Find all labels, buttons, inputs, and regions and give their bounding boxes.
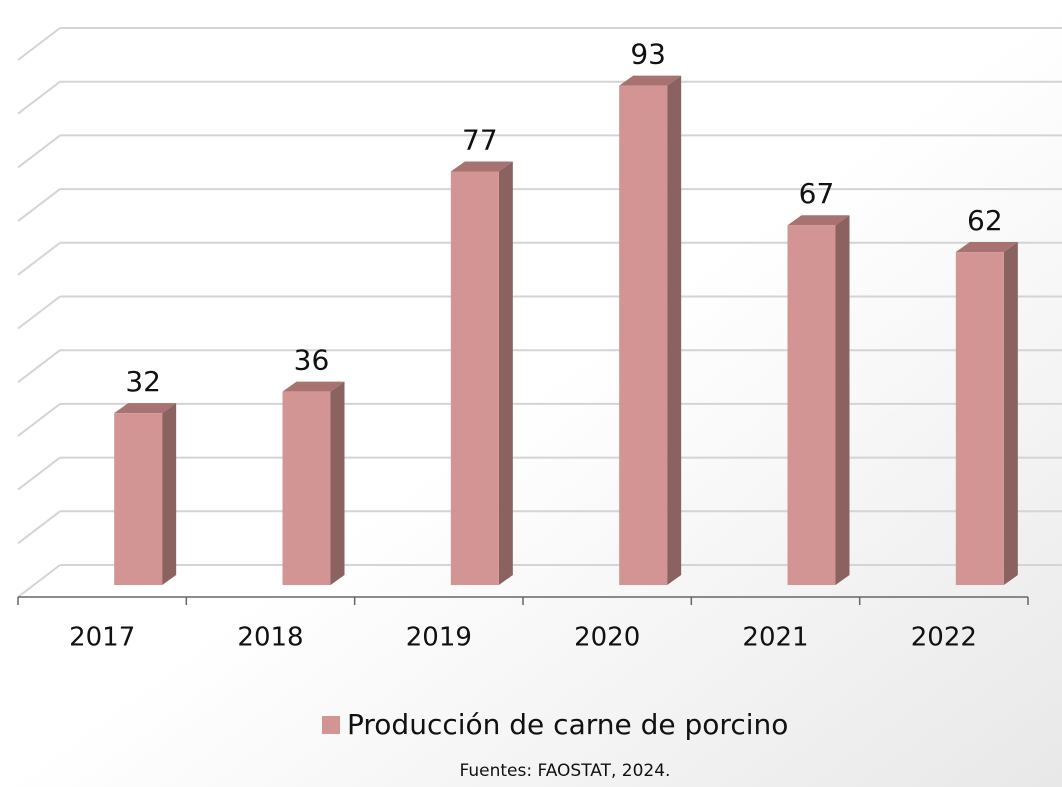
x-tick-label: 2019 [406, 623, 472, 653]
x-tick-label: 2018 [237, 623, 303, 653]
data-label: 36 [294, 344, 330, 377]
grid-line [17, 510, 61, 545]
grid-line [17, 134, 61, 169]
data-label: 67 [799, 177, 835, 210]
data-label: 32 [125, 365, 161, 398]
grid-line [17, 295, 61, 330]
bar [787, 225, 836, 585]
grid-line [17, 564, 61, 598]
x-tick-label: 2017 [69, 623, 135, 653]
bar [282, 391, 331, 585]
data-label: 62 [967, 204, 1003, 237]
bar-top [282, 381, 345, 392]
bar-top [955, 242, 1018, 253]
grid-line [17, 80, 61, 115]
legend-label: Producción de carne de porcino [347, 708, 788, 741]
bar-side [162, 403, 177, 585]
bar-side [1003, 242, 1018, 585]
bar [619, 85, 668, 585]
bar-top [787, 215, 850, 226]
bar-side [835, 215, 850, 585]
grid-line [17, 403, 61, 437]
bar [114, 413, 163, 585]
bar-side [667, 75, 682, 585]
grid-line [17, 456, 61, 491]
grid-line [17, 242, 61, 276]
bar-side [330, 381, 345, 585]
legend-swatch [322, 716, 340, 734]
x-tick-label: 2020 [574, 623, 640, 653]
x-tick-label: 2021 [742, 623, 808, 653]
bar [450, 171, 499, 585]
bar-top [114, 403, 177, 414]
grid-line [17, 188, 61, 222]
grid-line [17, 349, 61, 383]
data-label: 93 [630, 38, 666, 71]
bar-top [619, 75, 682, 86]
bar-side [498, 161, 513, 585]
data-label: 77 [462, 124, 498, 157]
source-note: Fuentes: FAOSTAT, 2024. [460, 761, 671, 781]
bar-top [450, 161, 513, 172]
grid-line [17, 27, 61, 61]
x-tick-label: 2022 [911, 623, 977, 653]
bar [955, 252, 1004, 585]
